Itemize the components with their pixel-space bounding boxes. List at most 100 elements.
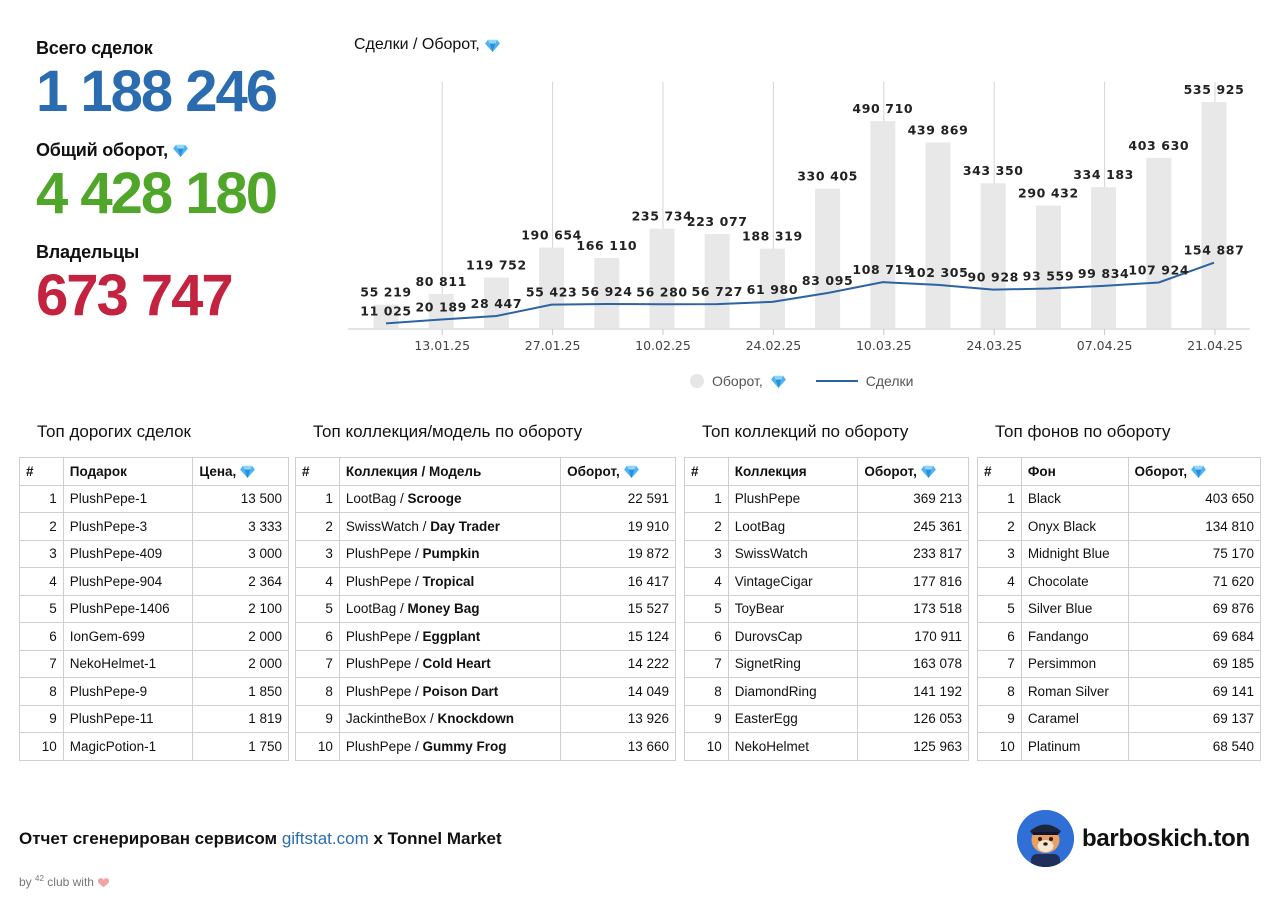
bar [1035,205,1061,328]
diamond-icon [921,465,936,478]
model-name: Eggplant [422,628,481,644]
model-name: Knockdown [437,711,514,727]
line-data-label: 56 727 [691,284,742,299]
line-data-label: 102 305 [908,265,969,280]
table-row: 7 PlushPepe / Cold Heart 14 222 [295,649,676,678]
footer-text: Отчет сгенерирован сервисом [19,829,278,848]
line-data-label: 55 423 [526,285,577,300]
col-header-price: Цена, [192,457,289,486]
chart-legend: Оборот, Сделки [690,373,913,389]
table-row: 1 LootBag / Scrooge 22 591 [295,484,676,513]
table-row: 7 SignetRing 163 078 [684,649,969,678]
value-cell: 71 620 [1127,567,1262,596]
background-cell: Caramel [1020,704,1129,733]
value-cell: 13 500 [192,484,289,513]
bar [704,233,730,328]
rank-cell: 1 [684,484,729,513]
bar [980,183,1006,328]
value-cell: 13 926 [560,704,676,733]
bar [594,257,620,328]
deals-turnover-chart: 13.01.25 27.01.25 10.02.25 24.02.25 10.03.25… [348,82,1250,353]
gift-cell: PlushPepe-1406 [62,594,194,623]
diamond-icon [771,375,786,388]
value-cell: 69 876 [1127,594,1262,623]
chart-title: Сделки / Оборот, [354,36,500,54]
bar-data-label: 223 077 [687,214,748,229]
diamond-icon [624,465,639,478]
background-cell: Persimmon [1020,649,1129,678]
brand[interactable]: barboskich.ton [1017,810,1250,867]
table-row: 9 JackintheBox / Knockdown 13 926 [295,704,676,733]
summary-stats: Всего сделок 1 188 246 Общий оборот, 4 4… [36,36,336,342]
chart-title-text: Сделки / Оборот, [354,36,480,53]
table-row: 4 Chocolate 71 620 [977,567,1262,596]
collection-cell: SignetRing [727,649,859,678]
turnover-value: 4 428 180 [36,161,278,226]
col-header-rank: # [977,457,1022,486]
table-row: 7 NekoHelmet-1 2 000 [19,649,289,678]
table-row: 6 PlushPepe / Eggplant 15 124 [295,622,676,651]
expensive-table-title: Топ дорогих сделок [37,422,191,441]
value-cell: 177 816 [857,567,969,596]
giftstat-link[interactable]: giftstat.com [281,829,369,848]
table-row: 8 PlushPepe-9 1 850 [19,677,289,706]
table-row: 9 PlushPepe-11 1 819 [19,704,289,733]
model-cell: PlushPepe / Poison Dart [338,677,562,706]
col-header-rank: # [19,457,64,486]
collection-name: PlushPepe [345,546,412,562]
rank-cell: 2 [19,512,64,541]
diamond-icon [485,39,500,52]
rank-cell: 10 [19,732,64,761]
value-cell: 2 000 [192,649,289,678]
collection-cell: PlushPepe [727,484,859,513]
model-cell: SwissWatch / Day Trader [338,512,562,541]
value-cell: 1 850 [192,677,289,706]
value-cell: 369 213 [857,484,969,513]
bar-data-label: 166 110 [576,238,637,253]
owners-value: 673 747 [36,263,234,328]
gift-cell: PlushPepe-9 [62,677,194,706]
rank-cell: 4 [295,567,340,596]
gift-cell: PlushPepe-3 [62,512,194,541]
gift-cell: PlushPepe-409 [62,539,194,568]
value-cell: 14 049 [560,677,676,706]
heart-icon [98,878,110,888]
col-header-rank: # [295,457,340,486]
background-cell: Midnight Blue [1020,539,1129,568]
line-data-label: 56 924 [581,284,632,299]
value-cell: 125 963 [857,732,969,761]
value-cell: 16 417 [560,567,676,596]
rank-cell: 1 [19,484,64,513]
backgrounds-table: # Фон Оборот, 1 Black 403 650 2 Onyx Black 13… [977,457,1262,761]
rank-cell: 6 [19,622,64,651]
collection-name: PlushPepe [345,656,412,672]
rank-cell: 9 [19,704,64,733]
rank-cell: 8 [977,677,1022,706]
legend-line [815,380,858,382]
rank-cell: 4 [684,567,729,596]
background-cell: Roman Silver [1020,677,1129,706]
line-data-label: 154 887 [1184,243,1245,258]
rank-cell: 9 [295,704,340,733]
deals-line [385,261,1215,325]
collection-cell: LootBag [727,512,859,541]
legend-item-turnover[interactable]: Оборот, [690,373,786,389]
model-cell: PlushPepe / Cold Heart [338,649,562,678]
model-name: Gummy Frog [422,738,507,754]
rank-cell: 3 [295,539,340,568]
legend-item-deals[interactable]: Сделки [815,373,913,389]
value-cell: 15 527 [560,594,676,623]
legend-dot [690,374,704,388]
table-row: 6 Fandango 69 684 [977,622,1262,651]
turnover-label: Общий оборот, [36,139,168,160]
gift-cell: PlushPepe-11 [62,704,194,733]
value-cell: 173 518 [857,594,969,623]
value-cell: 2 364 [192,567,289,596]
line-data-label: 28 447 [471,296,522,311]
table-row: 6 IonGem-699 2 000 [19,622,289,651]
collection-cell: ToyBear [727,594,859,623]
rank-cell: 6 [295,622,340,651]
table-row: 4 PlushPepe-904 2 364 [19,567,289,596]
gift-cell: PlushPepe-904 [62,567,194,596]
table-row: 7 Persimmon 69 185 [977,649,1262,678]
